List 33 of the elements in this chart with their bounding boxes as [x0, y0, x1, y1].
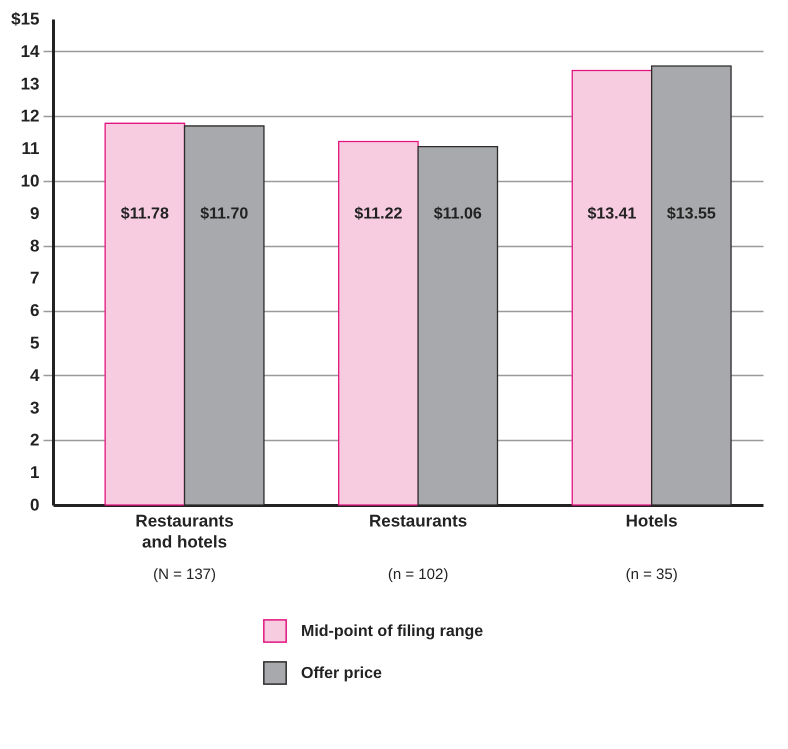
- x-tick-label: Hotels: [626, 512, 678, 530]
- y-tick-label: 5: [30, 334, 40, 352]
- data-label: $11.06: [434, 205, 482, 222]
- y-tick-label: 14: [20, 42, 40, 61]
- y-tick-label: 8: [30, 236, 40, 256]
- bar: [104, 122, 186, 506]
- y-tick-label: 6: [30, 301, 40, 320]
- y-tick-label: 1: [30, 463, 40, 482]
- x-tick-label: Restaurants and hotels: [135, 512, 234, 552]
- y-tick-label: 13: [20, 74, 40, 94]
- legend-label: Offer price: [301, 665, 382, 682]
- y-tick-label: 12: [20, 106, 40, 126]
- y-tick-label: 11: [22, 139, 40, 158]
- legend-label: Mid-point of filing range: [301, 623, 484, 640]
- text: (n = 102): [388, 566, 448, 583]
- data-label: $13.55: [666, 205, 716, 222]
- y-tick-label: 10: [20, 172, 40, 190]
- y-tick-label: 4: [30, 366, 40, 385]
- data-label: $13.41: [587, 205, 637, 222]
- y-tick-label: $15: [11, 10, 40, 28]
- y-tick-label: 7: [30, 268, 40, 288]
- bar: [572, 70, 652, 506]
- y-tick-label: 3: [30, 398, 40, 418]
- y-tick-label: 0: [30, 496, 40, 514]
- bar: [338, 140, 419, 506]
- y-tick-label: 9: [30, 204, 40, 223]
- data-label: $11.70: [200, 205, 248, 222]
- data-label: $11.22: [354, 205, 403, 222]
- y-tick-label: 2: [30, 430, 40, 450]
- x-tick-label: Restaurants: [368, 512, 468, 530]
- data-label: $11.78: [120, 205, 169, 222]
- text: (N = 137): [153, 566, 216, 583]
- text: (n = 35): [626, 566, 678, 583]
